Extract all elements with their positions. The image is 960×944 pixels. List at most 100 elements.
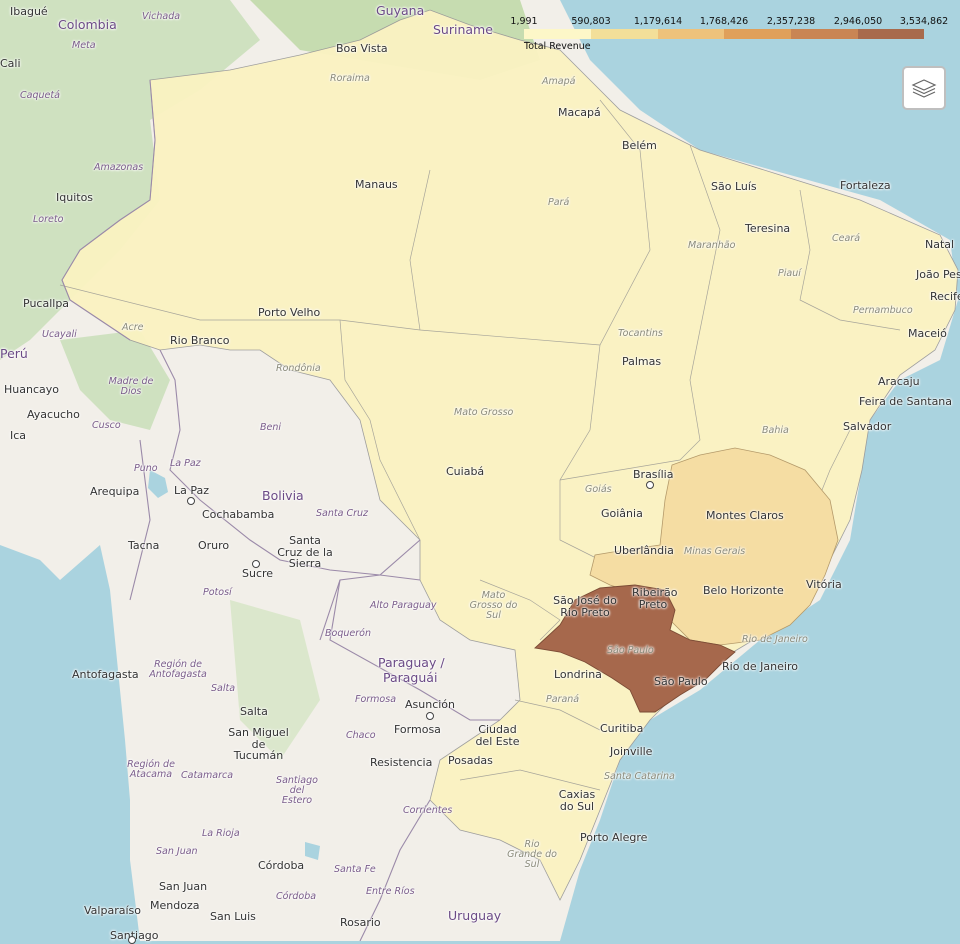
legend-tick: 1,179,614 <box>633 16 683 27</box>
region-label: Entre Ríos <box>366 886 415 897</box>
state-label: Acre <box>122 322 144 333</box>
lake-titicaca <box>148 470 168 498</box>
city-label: Cuiabá <box>446 465 485 478</box>
region-label: La Paz <box>170 458 201 469</box>
legend-tick: 3,534,862 <box>899 16 949 27</box>
city-label: Santiago <box>110 929 159 942</box>
city-label: Santa Cruz de la Sierra <box>277 534 333 571</box>
city-label: San Juan <box>159 880 208 893</box>
city-label: Valparaíso <box>84 904 141 917</box>
region-label: Cusco <box>92 420 121 431</box>
region-label: Ucayali <box>42 329 77 340</box>
country-label: Paraguái <box>383 670 438 685</box>
country-label: Uruguay <box>448 908 502 923</box>
city-label: Boa Vista <box>336 42 388 55</box>
state-label: Mato Grosso <box>454 407 514 418</box>
state-label: Bahia <box>762 425 789 436</box>
region-label: Beni <box>260 422 282 433</box>
city-label: Porto Alegre <box>580 831 648 844</box>
city-label: Salta <box>240 705 268 718</box>
city-label: Arequipa <box>90 485 140 498</box>
region-label: Puno <box>134 463 158 474</box>
city-label: Brasília <box>633 468 674 481</box>
region-label: Región de Antofagasta <box>149 659 207 680</box>
forest-area <box>230 600 320 760</box>
region-label: La Rioja <box>202 828 240 839</box>
capital-marker <box>646 481 654 489</box>
city-label: Belo Horizonte <box>703 584 784 597</box>
city-label: Joinville <box>610 745 653 758</box>
legend-tick: 2,946,050 <box>833 16 883 27</box>
region-label: Meta <box>72 40 96 51</box>
state-label: Roraima <box>330 73 370 84</box>
city-label: Tacna <box>128 539 160 552</box>
layers-icon <box>911 79 937 98</box>
state-label: Santa Catarina <box>604 771 675 782</box>
city-label: Belém <box>622 139 657 152</box>
country-label: Bolivia <box>262 488 304 503</box>
city-label: São Paulo <box>654 675 708 688</box>
city-label: Feira de Santana <box>859 395 953 408</box>
region-label: Loreto <box>33 214 64 225</box>
legend-swatch <box>791 29 858 39</box>
region-label: Salta <box>211 683 236 694</box>
city-label: Mendoza <box>150 899 200 912</box>
city-label: São Luís <box>711 180 757 193</box>
city-label: São José do Rio Preto <box>553 594 617 619</box>
city-label: Curitiba <box>600 722 644 735</box>
state-label: Minas Gerais <box>684 546 746 557</box>
state-label: Mato Grosso do Sul <box>469 590 518 621</box>
city-label: Oruro <box>198 539 230 552</box>
city-label: Aracaju <box>878 375 920 388</box>
city-label: Pucallpa <box>23 297 70 310</box>
city-label: Cochabamba <box>202 508 275 521</box>
city-label: Manaus <box>355 178 398 191</box>
city-label: Córdoba <box>258 859 305 872</box>
city-label: Antofagasta <box>72 668 139 681</box>
state-label: Paraná <box>546 694 580 705</box>
region-label: Vichada <box>142 11 181 22</box>
legend-swatch <box>658 29 724 39</box>
state-label: Piauí <box>778 268 801 279</box>
region-label: Córdoba <box>276 891 317 902</box>
city-label: Asunción <box>405 698 456 711</box>
region-label: Alto Paraguay <box>370 600 437 611</box>
legend-tick: 1,768,426 <box>699 16 749 27</box>
state-label: Rio Grande do Sul <box>507 839 557 870</box>
country-label: Colombia <box>58 17 117 32</box>
capital-marker <box>426 712 434 720</box>
lake <box>305 842 320 860</box>
city-label: Ribeirão Preto <box>632 586 678 611</box>
city-label: Ica <box>10 429 27 442</box>
region-label: Potosí <box>203 587 232 598</box>
city-label: Ciudad del Este <box>475 723 520 748</box>
state-label: Goiás <box>585 484 612 495</box>
city-label: Iquitos <box>56 191 94 204</box>
layer-control-button[interactable] <box>902 66 946 110</box>
state-label: Tocantins <box>618 328 663 339</box>
region-label: Caquetá <box>20 90 60 101</box>
region-label: Chaco <box>346 730 376 741</box>
state-label: Amapá <box>542 76 576 87</box>
capital-marker <box>128 936 136 944</box>
state-label: Rondônia <box>276 363 321 374</box>
city-label: Fortaleza <box>840 179 891 192</box>
city-label: João Pessoa <box>916 268 960 281</box>
region-label: Santiago del Estero <box>276 775 318 806</box>
city-label: Montes Claros <box>706 509 784 522</box>
city-label: Ayacucho <box>27 408 80 421</box>
region-label: Madre de Dios <box>108 376 154 397</box>
state-label: Maranhão <box>688 240 736 251</box>
city-label: Teresina <box>745 222 791 235</box>
country-label: Suriname <box>433 22 493 37</box>
city-label: Rio Branco <box>170 334 230 347</box>
forest-area <box>60 330 170 430</box>
city-label: Rosario <box>340 916 381 929</box>
city-label: Uberlândia <box>614 544 674 557</box>
region-label: Santa Fe <box>334 864 376 875</box>
state-label: Pernambuco <box>853 305 913 316</box>
region-label: Catamarca <box>181 770 234 781</box>
capital-marker <box>252 560 260 568</box>
legend-tick: 590,803 <box>571 16 611 27</box>
